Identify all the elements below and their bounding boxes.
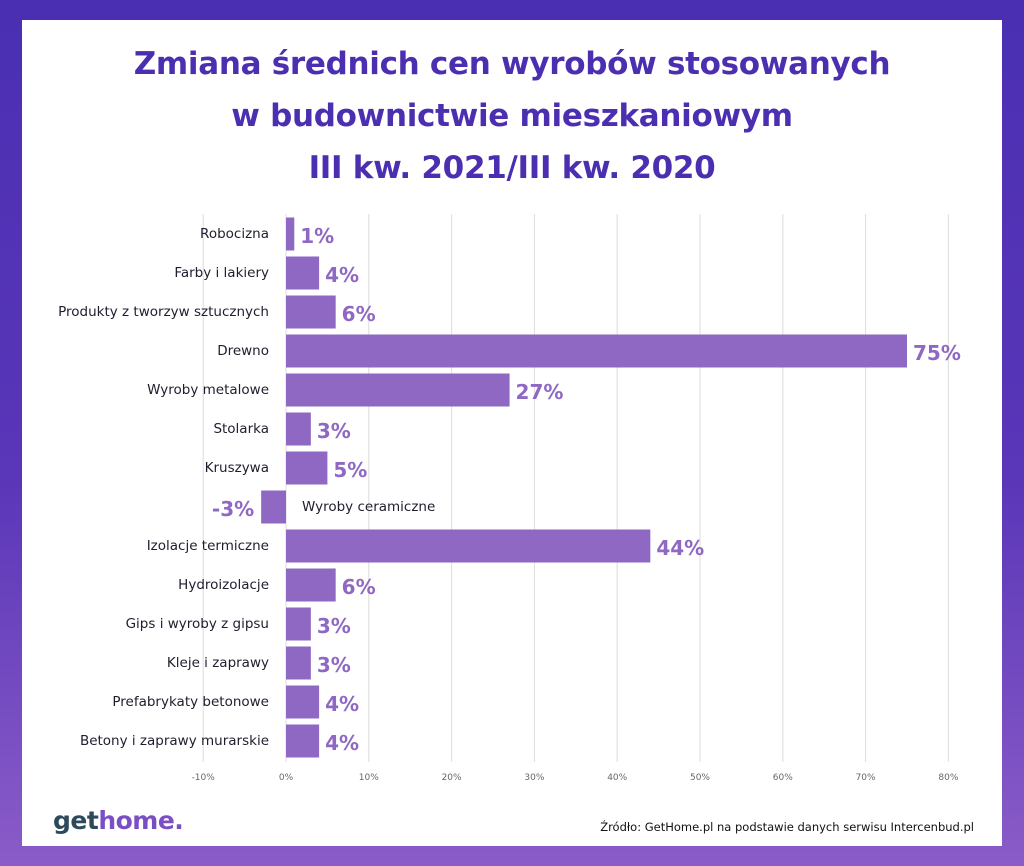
value-label: 4% — [325, 731, 359, 755]
value-label: 3% — [317, 419, 351, 443]
value-label: 4% — [325, 263, 359, 287]
x-tick-label: 20% — [442, 773, 462, 783]
bar — [286, 529, 651, 563]
bar — [286, 607, 311, 641]
chart-title: Zmiana średnich cen wyrobów stosowanych … — [22, 38, 1002, 194]
bar — [286, 217, 295, 251]
x-tick-label: 0% — [279, 773, 294, 783]
value-label: 5% — [333, 458, 367, 482]
value-label: 27% — [516, 380, 564, 404]
x-tick-label: 40% — [607, 773, 627, 783]
bar — [286, 568, 336, 602]
category-label: Prefabrykaty betonowe — [112, 694, 269, 710]
logo-get: get — [53, 806, 99, 835]
x-tick-label: 60% — [773, 773, 793, 783]
bar — [286, 646, 311, 680]
gethome-logo: gethome. — [53, 806, 184, 835]
category-label: Betony i zaprawy murarskie — [80, 733, 269, 749]
title-line-1: Zmiana średnich cen wyrobów stosowanych — [133, 46, 891, 82]
value-label: 3% — [317, 614, 351, 638]
category-label: Wyroby ceramiczne — [302, 499, 435, 515]
title-line-2: w budownictwie mieszkaniowym — [231, 98, 793, 134]
title-line-3: III kw. 2021/III kw. 2020 — [308, 150, 716, 186]
bar — [286, 256, 320, 290]
bar — [286, 724, 320, 758]
value-label: 4% — [325, 692, 359, 716]
bar — [286, 685, 320, 719]
category-label: Gips i wyroby z gipsu — [126, 616, 269, 632]
category-label: Farby i lakiery — [174, 265, 269, 281]
category-label: Kruszywa — [205, 460, 269, 476]
x-tick-label: 10% — [359, 773, 379, 783]
chart-card — [22, 20, 1002, 846]
category-label: Izolacje termiczne — [147, 538, 269, 554]
category-label: Wyroby metalowe — [147, 382, 269, 398]
bar — [286, 412, 311, 446]
bar — [286, 295, 336, 329]
category-label: Stolarka — [213, 421, 269, 437]
x-tick-label: 70% — [856, 773, 876, 783]
category-label: Hydroizolacje — [178, 577, 269, 593]
value-label: 75% — [913, 341, 961, 365]
category-label: Drewno — [217, 343, 269, 359]
value-label: 6% — [342, 575, 376, 599]
bar — [286, 334, 907, 368]
category-label: Produkty z tworzyw sztucznych — [58, 304, 269, 320]
value-label: 3% — [317, 653, 351, 677]
x-tick-label: 30% — [524, 773, 544, 783]
value-label: -3% — [212, 497, 254, 521]
bar — [261, 490, 286, 524]
logo-home: home. — [98, 806, 184, 835]
bar — [286, 373, 510, 407]
value-label: 1% — [300, 224, 334, 248]
category-label: Kleje i zaprawy — [167, 655, 269, 671]
source-note: Źródło: GetHome.pl na podstawie danych s… — [600, 820, 974, 834]
x-tick-label: -10% — [192, 773, 216, 783]
value-label: 6% — [342, 302, 376, 326]
value-label: 44% — [656, 536, 704, 560]
x-tick-label: 80% — [938, 773, 958, 783]
category-label: Robocizna — [200, 226, 269, 242]
x-tick-label: 50% — [690, 773, 710, 783]
bar — [286, 451, 328, 485]
